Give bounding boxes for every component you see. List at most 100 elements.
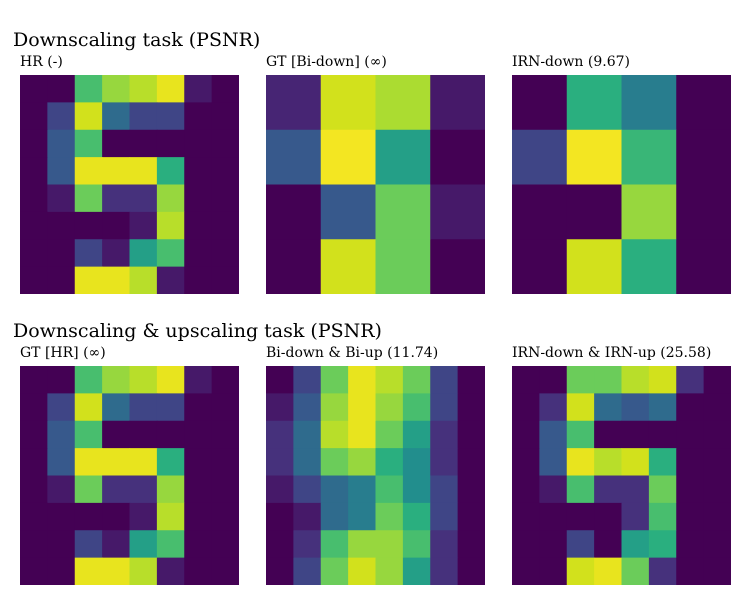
heatmap-cell bbox=[402, 366, 431, 394]
heatmap-cell bbox=[703, 366, 731, 394]
heatmap-cell bbox=[512, 502, 540, 531]
heatmap-cell bbox=[129, 239, 158, 268]
heatmap-cell bbox=[211, 102, 239, 131]
heatmap-cell bbox=[703, 393, 731, 422]
heatmap-cell bbox=[47, 157, 76, 186]
heatmap-cell bbox=[184, 366, 213, 394]
heatmap-cell bbox=[594, 366, 623, 394]
heatmap-cell bbox=[74, 448, 103, 477]
heatmap-cell bbox=[47, 129, 76, 158]
heatmap-cell bbox=[402, 530, 431, 559]
heatmap-cell bbox=[102, 184, 131, 213]
heatmap-cell bbox=[47, 184, 76, 213]
heatmap-cell bbox=[102, 557, 131, 585]
heatmap-cell bbox=[20, 366, 48, 394]
heatmap-cell bbox=[512, 448, 540, 477]
heatmap-cell bbox=[512, 366, 540, 394]
heatmap-cell bbox=[676, 184, 731, 240]
heatmap-cell bbox=[512, 557, 540, 585]
heatmap-cell bbox=[375, 420, 404, 449]
heatmap-cell bbox=[430, 502, 459, 531]
panel-title-bi-down-bi-up: Bi-down & Bi-up (11.74) bbox=[266, 345, 439, 361]
heatmap-cell bbox=[676, 448, 705, 477]
heatmap-cell bbox=[430, 448, 459, 477]
heatmap-cell bbox=[539, 366, 568, 394]
heatmap-cell bbox=[47, 75, 76, 103]
heatmap-cell bbox=[47, 366, 76, 394]
heatmap-cell bbox=[20, 475, 48, 504]
heatmap-cell bbox=[156, 75, 185, 103]
heatmap-cell bbox=[375, 239, 431, 294]
heatmap-bi-down-bi-up bbox=[266, 366, 485, 585]
heatmap-cell bbox=[648, 448, 677, 477]
heatmap-cell bbox=[320, 184, 377, 240]
heatmap-cell bbox=[266, 129, 322, 186]
heatmap-cell bbox=[293, 393, 322, 422]
heatmap-cell bbox=[74, 129, 103, 158]
heatmap-cell bbox=[512, 239, 568, 294]
heatmap-cell bbox=[20, 102, 48, 131]
heatmap-cell bbox=[266, 393, 294, 422]
heatmap-cell bbox=[320, 448, 349, 477]
heatmap-cell bbox=[676, 530, 705, 559]
heatmap-cell bbox=[676, 393, 705, 422]
heatmap-cell bbox=[211, 530, 239, 559]
heatmap-cell bbox=[293, 366, 322, 394]
heatmap-cell bbox=[47, 448, 76, 477]
heatmap-cell bbox=[539, 502, 568, 531]
heatmap-cell bbox=[129, 448, 158, 477]
heatmap-cell bbox=[129, 211, 158, 240]
heatmap-cell bbox=[266, 420, 294, 449]
heatmap-cell bbox=[47, 393, 76, 422]
heatmap-gt-hr bbox=[20, 366, 239, 585]
heatmap-cell bbox=[20, 239, 48, 268]
heatmap-cell bbox=[594, 420, 623, 449]
heatmap-cell bbox=[74, 239, 103, 268]
panel-title-irn-down-irn-up: IRN-down & IRN-up (25.58) bbox=[512, 345, 712, 361]
panel-title-gt-bi-down: GT [Bi-down] (∞) bbox=[266, 54, 387, 70]
heatmap-cell bbox=[621, 448, 650, 477]
panel-title-gt-hr: GT [HR] (∞) bbox=[20, 345, 106, 361]
heatmap-cell bbox=[457, 393, 485, 422]
heatmap-cell bbox=[566, 502, 595, 531]
heatmap-cell bbox=[594, 475, 623, 504]
heatmap-cell bbox=[566, 129, 623, 186]
heatmap-cell bbox=[20, 266, 48, 294]
heatmap-cell bbox=[703, 502, 731, 531]
heatmap-cell bbox=[266, 239, 322, 294]
heatmap-gt-bi-down bbox=[266, 75, 485, 294]
heatmap-cell bbox=[47, 266, 76, 294]
heatmap-cell bbox=[430, 129, 485, 186]
heatmap-cell bbox=[430, 530, 459, 559]
heatmap-cell bbox=[211, 557, 239, 585]
heatmap-cell bbox=[156, 366, 185, 394]
heatmap-cell bbox=[594, 530, 623, 559]
heatmap-cell bbox=[47, 530, 76, 559]
heatmap-cell bbox=[539, 475, 568, 504]
heatmap-cell bbox=[676, 502, 705, 531]
heatmap-cell bbox=[320, 75, 377, 131]
heatmap-cell bbox=[129, 475, 158, 504]
heatmap-hr bbox=[20, 75, 239, 294]
heatmap-cell bbox=[102, 266, 131, 294]
section-title-down-up: Downscaling & upscaling task (PSNR) bbox=[13, 320, 382, 342]
heatmap-cell bbox=[320, 557, 349, 585]
heatmap-cell bbox=[594, 393, 623, 422]
heatmap-cell bbox=[20, 211, 48, 240]
heatmap-cell bbox=[74, 393, 103, 422]
heatmap-cell bbox=[430, 239, 485, 294]
heatmap-cell bbox=[594, 448, 623, 477]
heatmap-cell bbox=[375, 129, 431, 186]
heatmap-cell bbox=[375, 184, 431, 240]
heatmap-cell bbox=[293, 530, 322, 559]
heatmap-cell bbox=[512, 75, 568, 131]
heatmap-cell bbox=[648, 475, 677, 504]
heatmap-cell bbox=[266, 475, 294, 504]
heatmap-cell bbox=[129, 393, 158, 422]
heatmap-cell bbox=[74, 502, 103, 531]
heatmap-cell bbox=[703, 420, 731, 449]
heatmap-cell bbox=[184, 184, 213, 213]
heatmap-cell bbox=[184, 102, 213, 131]
heatmap-cell bbox=[211, 393, 239, 422]
heatmap-cell bbox=[512, 129, 568, 186]
